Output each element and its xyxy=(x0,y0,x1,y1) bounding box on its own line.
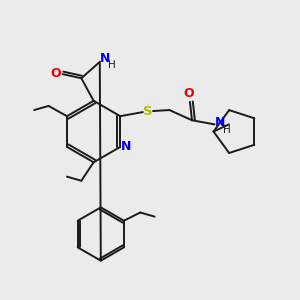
Text: O: O xyxy=(50,67,61,80)
Text: N: N xyxy=(214,116,225,129)
Text: N: N xyxy=(121,140,132,153)
Text: S: S xyxy=(143,105,153,118)
Text: O: O xyxy=(184,87,194,100)
Text: N: N xyxy=(100,52,110,65)
Text: H: H xyxy=(108,60,116,70)
Text: H: H xyxy=(223,124,231,134)
